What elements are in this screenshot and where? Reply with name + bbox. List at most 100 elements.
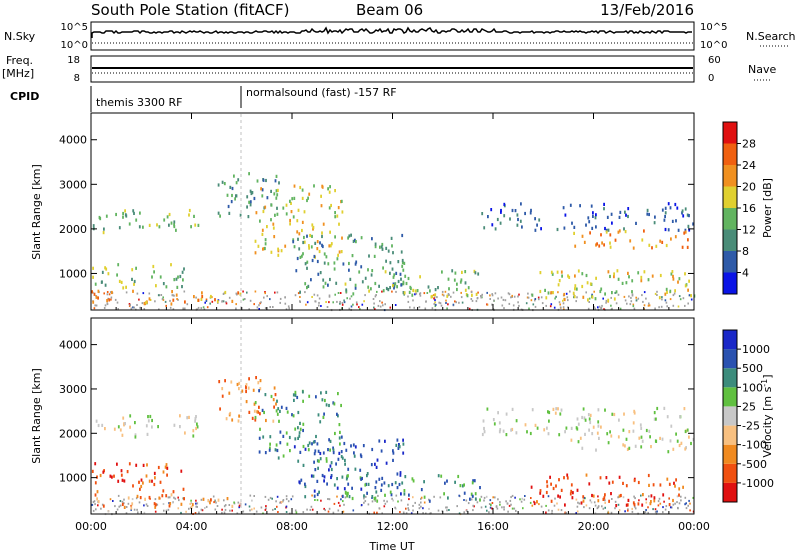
echo-cell — [599, 476, 602, 480]
floor-cell — [549, 305, 552, 308]
echo-cell — [165, 285, 168, 289]
echo-cell — [117, 263, 120, 267]
floor-cell — [594, 307, 596, 310]
floor-cell — [492, 496, 494, 499]
floor-cell — [394, 304, 397, 306]
echo-cell — [118, 226, 121, 230]
echo-cell — [92, 266, 94, 270]
echo-cell — [382, 266, 384, 270]
echo-cell — [310, 474, 313, 478]
floor-cell — [491, 294, 494, 297]
floor-cell — [223, 511, 226, 514]
echo-cell — [328, 403, 330, 408]
echo-cell — [311, 234, 313, 238]
echo-cell — [351, 486, 353, 490]
floor-cell — [672, 304, 675, 307]
echo-cell — [120, 280, 123, 284]
colorbar-swatch — [723, 425, 737, 445]
echo-cell — [249, 203, 252, 207]
echo-cell — [297, 436, 299, 440]
echo-cell — [597, 499, 600, 503]
echo-cell — [663, 406, 666, 410]
floor-cell — [160, 294, 163, 296]
echo-cell — [299, 290, 301, 294]
echo-cell — [298, 431, 301, 435]
floor-cell — [550, 303, 553, 306]
echo-cell — [534, 423, 537, 427]
echo-cell — [335, 281, 338, 285]
floor-cell — [528, 307, 530, 310]
floor-cell — [433, 303, 436, 305]
floor-cell — [297, 292, 300, 295]
echo-cell — [391, 267, 394, 271]
floor-cell — [604, 501, 606, 504]
echo-cell — [270, 189, 272, 193]
floor-cell — [645, 501, 648, 504]
floor-cell — [656, 290, 658, 293]
cpid-segment-1: themis 3300 RF — [96, 96, 183, 109]
echo-cell — [461, 484, 464, 488]
echo-cell — [583, 416, 586, 420]
floor-cell — [337, 509, 340, 512]
floor-cell — [313, 293, 316, 296]
echo-cell — [259, 379, 262, 383]
echo-cell — [474, 492, 477, 496]
floor-cell — [169, 306, 172, 309]
echo-cell — [581, 284, 584, 289]
floor-cell — [130, 504, 132, 507]
colorbar-swatch — [723, 349, 737, 369]
echo-cell — [600, 287, 603, 291]
floor-cell — [213, 501, 215, 504]
echo-cell — [134, 421, 136, 425]
floor-cell — [318, 301, 320, 304]
echo-cell — [223, 182, 226, 186]
floor-cell — [420, 497, 422, 500]
echo-cell — [688, 435, 690, 439]
echo-cell — [594, 216, 597, 220]
echo-cell — [428, 499, 431, 503]
echo-cell — [99, 473, 102, 478]
echo-cell — [560, 488, 563, 492]
floor-cell — [436, 296, 438, 299]
echo-cell — [396, 285, 398, 289]
echo-cell — [158, 496, 161, 500]
echo-cell — [622, 481, 624, 485]
floor-cell — [311, 494, 313, 497]
echo-cell — [613, 412, 616, 417]
floor-cell — [642, 300, 644, 303]
y-tick-label: 3000 — [59, 178, 87, 191]
floor-cell — [291, 495, 294, 498]
echo-cell — [574, 284, 577, 288]
echo-cell — [650, 500, 652, 504]
echo-cell — [123, 479, 126, 483]
floor-cell — [499, 503, 501, 506]
floor-cell — [470, 498, 473, 501]
echo-cell — [625, 484, 628, 488]
floor-cell — [205, 298, 208, 301]
echo-cell — [381, 247, 384, 251]
echo-cell — [129, 414, 132, 418]
echo-cell — [579, 204, 581, 208]
echo-cell — [264, 393, 267, 397]
floor-cell — [426, 292, 429, 294]
floor-cell — [269, 496, 272, 499]
floor-cell — [460, 291, 462, 294]
echo-cell — [459, 484, 462, 488]
floor-cell — [328, 295, 331, 298]
echo-cell — [328, 468, 330, 472]
echo-cell — [122, 215, 124, 219]
echo-cell — [647, 473, 650, 478]
echo-cell — [595, 448, 597, 452]
echo-cell — [651, 274, 654, 278]
echo-cell — [200, 297, 203, 301]
echo-cell — [113, 427, 116, 431]
echo-cell — [653, 496, 656, 500]
floor-cell — [587, 307, 590, 310]
floor-cell — [689, 509, 691, 512]
echo-cell — [201, 291, 203, 295]
echo-cell — [306, 234, 308, 238]
echo-cell — [334, 235, 336, 239]
floor-cell — [154, 498, 157, 501]
floor-cell — [445, 302, 447, 304]
floor-cell — [510, 503, 512, 506]
